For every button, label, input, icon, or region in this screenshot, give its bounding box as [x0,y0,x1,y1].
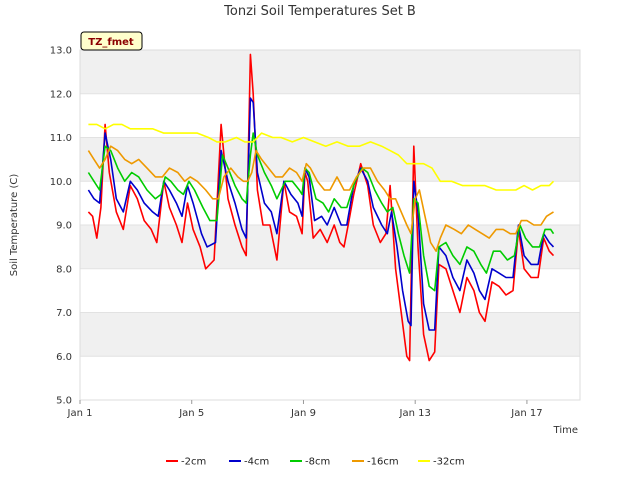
grid-band [80,50,580,94]
grid-band [80,312,580,357]
y-tick-label: 11.0 [50,133,72,144]
y-tick-label: 5.0 [56,396,72,407]
y-tick-label: 9.0 [56,221,72,232]
x-tick-label: Jan 17 [510,408,542,419]
chart-title: Tonzi Soil Temperatures Set B [223,4,416,19]
y-tick-label: 7.0 [56,308,72,319]
series-line [88,123,555,191]
y-tick-label: 12.0 [50,89,72,100]
x-axis: Jan 1 Jan 5 Jan 9 Jan 13 Jan 17 [67,400,543,419]
annotation-box: TZ_fmet [80,31,143,51]
series-line [87,132,555,292]
y-tick-label: 10.0 [50,177,72,188]
legend: -2cm -4cm -8cm -16cm -32cm [166,457,465,468]
y-tick-label: 6.0 [56,352,72,363]
series-line [87,97,555,331]
legend-label: -4cm [244,457,269,468]
legend-label: -8cm [305,457,330,468]
annotation-label: TZ_fmet [88,37,134,48]
grid-band [80,225,580,269]
series-line [87,53,555,362]
x-axis-title: Time [553,425,578,436]
y-tick-label: 8.0 [56,264,72,275]
x-tick-label: Jan 13 [399,408,431,419]
y-axis-title: Soil Temperature (C) [9,174,20,277]
annotation-background [80,31,143,51]
y-axis: 5.0 6.0 7.0 8.0 9.0 10.0 11.0 12.0 13.0 [50,46,72,407]
x-tick-label: Jan 9 [290,408,316,419]
plot-border [79,49,581,401]
y-tick-label: 13.0 [50,46,72,57]
legend-label: -16cm [367,457,399,468]
x-tick-label: Jan 1 [67,408,93,419]
series-layer [87,53,555,362]
legend-label: -2cm [181,457,206,468]
series-line [87,145,554,252]
legend-label: -32cm [433,457,465,468]
x-tick-label: Jan 5 [178,408,204,419]
plot-background [79,49,581,401]
